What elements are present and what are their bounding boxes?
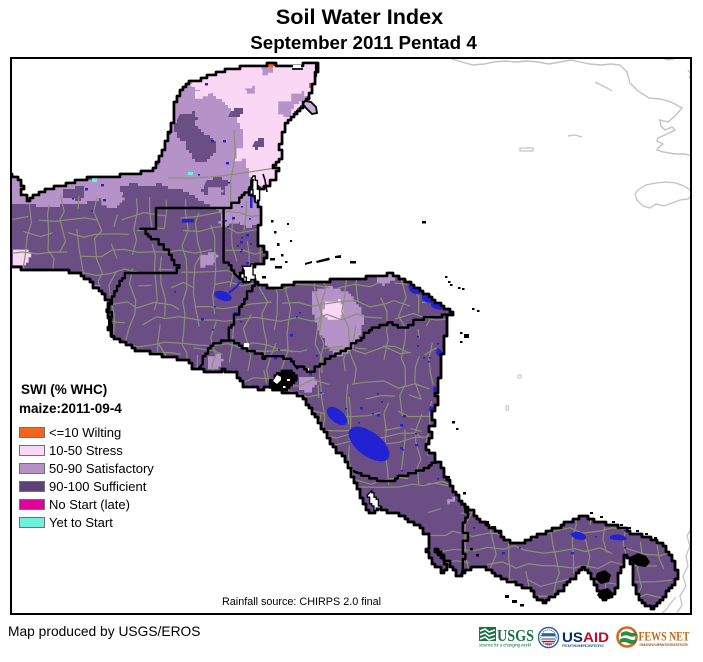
svg-text:FAMINE EARLY WARNING SYSTEMS N: FAMINE EARLY WARNING SYSTEMS NETWORK (640, 643, 690, 647)
svg-text:science for a changing world: science for a changing world (479, 643, 532, 648)
svg-text:FEWS NET: FEWS NET (639, 630, 691, 644)
svg-text:FROM THE AMERICAN PEOPLE: FROM THE AMERICAN PEOPLE (562, 644, 604, 648)
svg-text:USGS: USGS (497, 626, 534, 645)
